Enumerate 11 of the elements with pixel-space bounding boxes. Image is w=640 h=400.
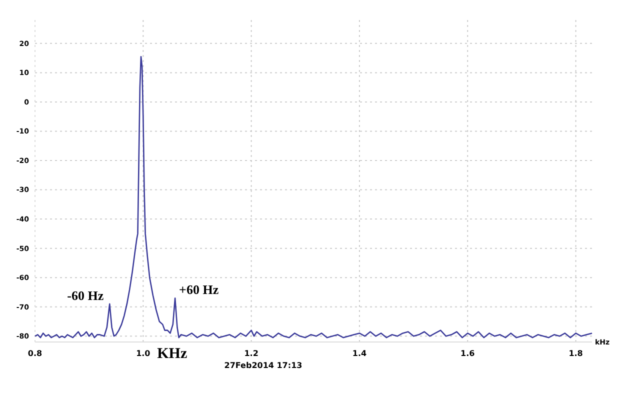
annotation: +60 Hz: [179, 282, 219, 298]
x-tick-label: 0.8: [28, 349, 43, 358]
x-tick-label: 1.8: [568, 349, 584, 358]
x-tick-label: 1.2: [244, 349, 258, 358]
annotation: -60 Hz: [67, 288, 104, 303]
x-tick-label: 1.6: [460, 349, 476, 358]
line-series: [34, 56, 593, 338]
x-tick-label: 1.4: [352, 349, 367, 358]
x-tick-label: 1.0: [136, 349, 151, 358]
text: KHz: [157, 346, 188, 362]
text: 27Feb2014 17:13: [224, 361, 302, 370]
